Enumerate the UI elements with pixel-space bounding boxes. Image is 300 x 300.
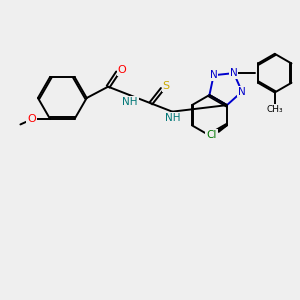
Text: O: O — [27, 114, 36, 124]
Text: N: N — [210, 70, 218, 80]
Text: O: O — [118, 65, 126, 75]
Text: Cl: Cl — [206, 130, 217, 140]
Text: CH₃: CH₃ — [266, 105, 283, 114]
Text: S: S — [163, 81, 170, 91]
Text: N: N — [238, 87, 246, 97]
Text: N: N — [230, 68, 238, 78]
Text: NH: NH — [122, 97, 138, 106]
Text: NH: NH — [165, 113, 181, 123]
